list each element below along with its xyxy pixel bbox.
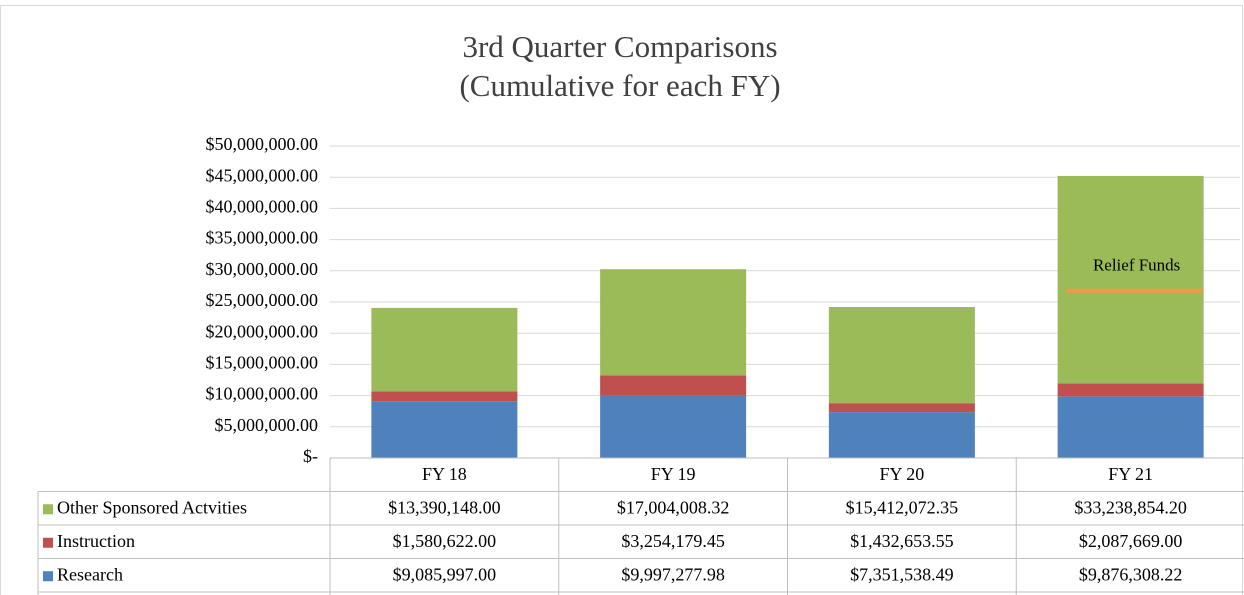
data-label: $33,238,854.20 (1074, 497, 1187, 517)
data-label: $15,412,072.35 (846, 497, 959, 517)
y-tick-label: $25,000,000.00 (206, 290, 319, 310)
legend-label: Instruction (57, 531, 135, 551)
y-tick-label: $5,000,000.00 (215, 415, 319, 435)
bar-segment (828, 412, 975, 458)
bar-segment (600, 269, 747, 376)
y-tick-label: $50,000,000.00 (206, 134, 319, 154)
bar-segment (828, 403, 975, 413)
y-tick-label: $15,000,000.00 (206, 353, 319, 373)
bar-segment (600, 395, 747, 458)
legend-swatch (43, 537, 53, 548)
bar-segment (371, 391, 518, 402)
data-label: $9,085,997.00 (393, 564, 497, 584)
bar-segment (371, 307, 518, 392)
legend-swatch (43, 504, 53, 515)
data-label: $9,997,277.98 (621, 564, 725, 584)
chart-title: 3rd Quarter Comparisons (462, 29, 777, 64)
x-tick-label: FY 21 (1108, 464, 1153, 484)
y-tick-label: $20,000,000.00 (206, 321, 319, 341)
y-tick-label: $45,000,000.00 (206, 165, 319, 185)
chart-subtitle: (Cumulative for each FY) (459, 68, 780, 103)
data-label: $2,087,669.00 (1079, 531, 1183, 551)
data-label: $17,004,008.32 (617, 497, 730, 517)
x-tick-label: FY 18 (422, 464, 467, 484)
y-tick-label: $35,000,000.00 (206, 228, 319, 248)
x-tick-label: FY 19 (651, 464, 696, 484)
bar-segment (1057, 175, 1204, 384)
legend-label: Research (57, 564, 123, 584)
bar-segment (1057, 396, 1204, 458)
legend-label: Other Sponsored Actvities (57, 497, 247, 517)
bar-segment (600, 375, 747, 396)
y-tick-label: $40,000,000.00 (206, 197, 319, 217)
data-label: $7,351,538.49 (850, 564, 954, 584)
bar-segment (1057, 383, 1204, 397)
data-label: $1,432,653.55 (850, 531, 954, 551)
legend-swatch (43, 571, 53, 582)
annotation-text: Relief Funds (1093, 256, 1180, 275)
data-label: $3,254,179.45 (621, 531, 725, 551)
y-tick-label: $30,000,000.00 (206, 259, 319, 279)
data-label: $13,390,148.00 (388, 497, 501, 517)
x-tick-label: FY 20 (879, 464, 924, 484)
bar-segment (828, 307, 975, 404)
data-label: $9,876,308.22 (1079, 564, 1183, 584)
y-tick-label: $10,000,000.00 (206, 384, 319, 404)
y-tick-label: $- (303, 446, 318, 466)
bar-segment (371, 401, 518, 458)
data-label: $1,580,622.00 (393, 531, 497, 551)
